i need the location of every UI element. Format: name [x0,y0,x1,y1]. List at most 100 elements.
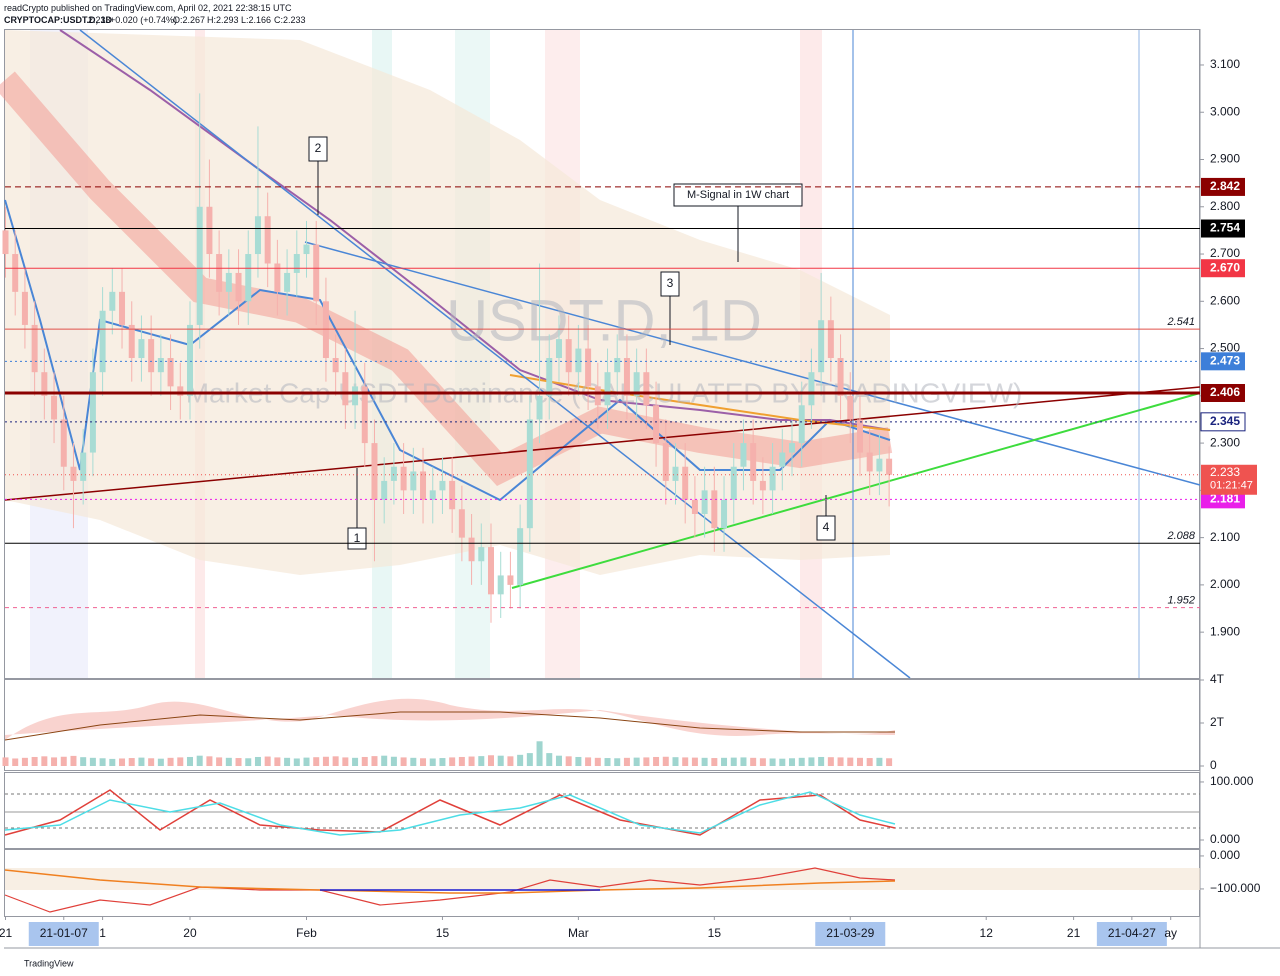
volume-bar [808,757,815,766]
callout-box [816,495,836,541]
volume-bar [12,758,19,766]
oscillator-pane [4,772,1200,849]
y-tick-label: −100.000 [1210,881,1261,895]
candle-body [225,272,232,292]
volume-bar [2,757,9,766]
cloud [5,30,890,575]
y-tick-label: 0 [1210,758,1217,772]
volume-bar [89,757,96,766]
level-label: 2.345 [1210,414,1240,428]
volume-bar [653,756,660,766]
candle-body [51,395,58,420]
callout-box [673,183,803,262]
volume-bar [313,757,320,766]
x-tick-label: Mar [568,926,589,940]
candle-body [798,405,805,444]
level-badge [1201,219,1245,238]
y-tick-label: 2T [1210,715,1225,729]
volume-bar [585,757,592,766]
volume-bar [555,755,562,766]
obv-average [4,869,896,894]
candle-body [526,419,533,529]
candle-body [847,395,854,420]
candle-body [643,372,650,406]
level-badge [1201,352,1245,371]
candle-body [585,348,592,387]
volume-bar [342,757,349,766]
volume-bar [633,757,640,766]
candle-body [109,291,116,311]
volume-bar [128,758,135,766]
volume-bar [672,757,679,766]
candle-body [565,339,572,373]
candle-body [818,320,825,373]
callout-box [308,136,328,215]
volume-bar [575,756,582,766]
candle-body [458,509,465,538]
candle-body [711,490,718,529]
volume-bar [284,757,291,766]
volume-bar [623,757,630,766]
x-tick-label: Feb [296,926,317,940]
volume-bar [827,757,834,766]
level-label: 2.670 [1210,260,1240,274]
volume-bar [789,758,796,766]
candle-body [623,358,630,396]
candle-body [478,547,485,562]
candle-body [371,443,378,500]
candle-body [555,339,562,359]
candle-body [186,324,193,396]
candle-body [507,575,514,585]
callout-text: M-Signal in 1W chart [687,189,789,201]
candle-body [148,339,155,373]
volume-bar [721,757,728,766]
indicators [0,29,1201,913]
watermark: USDT.D, 1D [446,288,762,353]
volume-bar [274,757,281,766]
level-label: 2.842 [1210,179,1240,193]
x-tick-label: 21 [0,926,12,940]
volume-bar [119,758,126,766]
candle-body [886,458,893,475]
volume-bar [478,756,485,766]
candle-body [827,320,834,359]
callout-text: 2 [315,141,322,155]
candle-body [89,372,96,453]
candle-body [60,419,67,467]
candle-body [264,216,271,264]
candle-body [99,310,106,373]
volume-bar [264,756,271,766]
volume-bar [390,756,397,766]
volume-bar [818,756,825,766]
volume-bar [322,756,329,766]
volume-bar [400,757,407,766]
volume-bar [740,757,747,766]
x-tick-highlight [815,922,886,946]
obv-line [4,867,896,913]
level-badge [1201,383,1245,402]
last-price-label: 2.233 [1210,465,1240,479]
candle-body [439,480,446,491]
candle-body [2,230,9,255]
volume-bar [51,757,58,766]
volume-bar [167,757,174,766]
candle-body [31,324,38,373]
volume-bar [41,756,48,766]
volume-bar [662,756,669,766]
candle-body [12,254,19,292]
x-tick-highlight [28,922,99,946]
x-tick-label: 21 [1067,926,1081,940]
countdown: 01:21:47 [1210,480,1253,492]
callouts: 1 2 3 4 M-Signal in 1W chart [308,136,836,550]
candle-body [313,244,320,302]
volume-bar [21,757,28,766]
candle-body [21,291,28,325]
volume-bar [216,757,223,766]
candle-body [779,452,786,467]
volume-bar [245,758,252,766]
level-badge [1201,259,1245,278]
candle-body [730,466,737,500]
volume-bar [148,758,155,766]
volume-bar [410,757,417,766]
candle-body [672,466,679,481]
